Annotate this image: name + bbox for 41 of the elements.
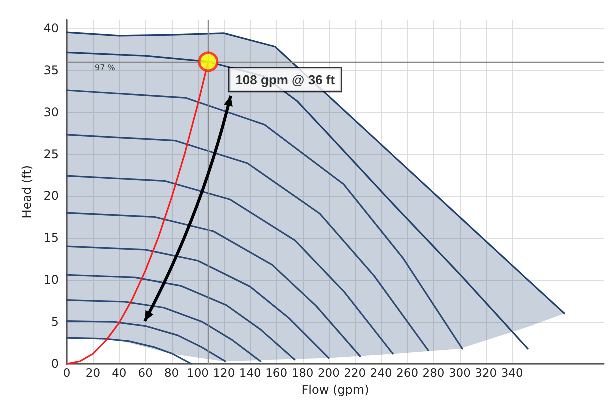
x-tick-label: 180 bbox=[292, 366, 314, 380]
x-tick-label: 220 bbox=[344, 366, 366, 380]
annotation: 108 gpm @ 36 ft bbox=[236, 72, 336, 88]
y-tick-label: 0 bbox=[51, 357, 59, 372]
line-series bbox=[66, 212, 362, 358]
x-tick-label: 200 bbox=[318, 366, 340, 380]
x-tick-label: 0 bbox=[63, 366, 71, 380]
line-series bbox=[66, 274, 296, 361]
x-axis-title: Flow (gpm) bbox=[302, 383, 370, 397]
x-tick-label: 100 bbox=[187, 366, 209, 380]
y-axis-title: Head (ft) bbox=[20, 165, 34, 219]
line-series bbox=[66, 175, 394, 355]
line-series bbox=[66, 337, 192, 365]
x-tick-label: 280 bbox=[422, 366, 445, 380]
line-series bbox=[66, 52, 529, 350]
x-tick-label: 120 bbox=[213, 366, 236, 380]
y-tick-label: 15 bbox=[44, 231, 59, 246]
x-tick-label: 40 bbox=[112, 366, 127, 380]
line-series bbox=[66, 320, 226, 362]
y-tick-label: 25 bbox=[44, 147, 59, 162]
y-tick-label: 40 bbox=[44, 21, 59, 36]
x-tick-label: 240 bbox=[370, 366, 392, 380]
x-tick-label: 160 bbox=[266, 366, 288, 380]
x-tick-label: 80 bbox=[164, 366, 180, 380]
y-tick-label: 35 bbox=[44, 63, 59, 78]
annotation: 97 % bbox=[95, 64, 116, 72]
x-tick-label: 320 bbox=[475, 366, 498, 380]
y-tick-label: 30 bbox=[44, 105, 59, 120]
x-tick-label: 60 bbox=[138, 366, 153, 380]
x-tick-label: 20 bbox=[86, 366, 101, 380]
y-tick-label: 10 bbox=[44, 273, 59, 288]
line-series bbox=[66, 300, 262, 362]
line-series bbox=[66, 246, 330, 360]
line-series bbox=[66, 134, 430, 352]
x-tick-label: 300 bbox=[448, 366, 471, 380]
y-tick-label: 20 bbox=[44, 189, 59, 204]
x-tick-label: 260 bbox=[396, 366, 419, 380]
x-tick-label: 340 bbox=[501, 366, 524, 380]
y-tick-label: 5 bbox=[51, 315, 59, 330]
x-tick-label: 140 bbox=[239, 366, 262, 380]
line-series bbox=[66, 90, 464, 350]
